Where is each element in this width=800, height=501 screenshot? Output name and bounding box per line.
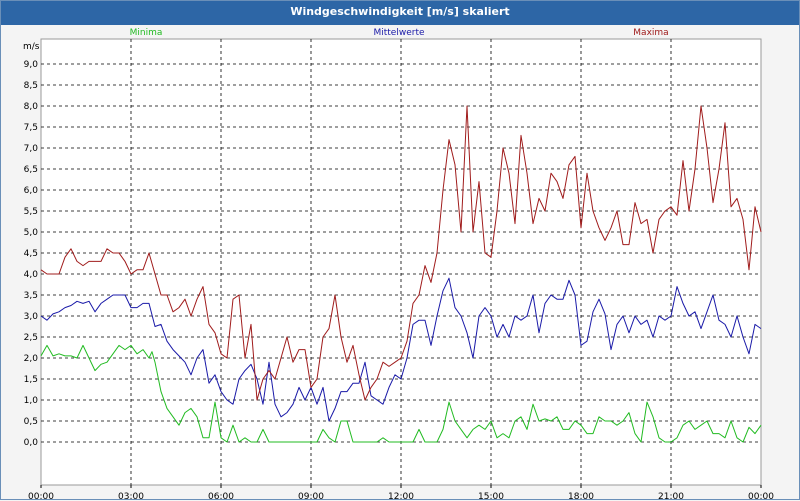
legend-entry-maxima: Maxima <box>633 28 668 38</box>
y-axis-ticks: 0,0 0,5 1,0 1,5 2,0 2,5 3,0 3,5 4,0 4,5 5,0 5,5 6,0 6… <box>24 60 39 448</box>
legend-entry-mittelwerte: Mittelwerte <box>373 28 424 38</box>
x-tick-time: 18:00 <box>568 492 594 501</box>
y-tick-label: 4,5 <box>24 249 38 259</box>
y-tick-label: 8,0 <box>24 102 39 112</box>
y-tick-label: 6,0 <box>24 186 39 196</box>
window-title: Windgeschwindigkeit [m/s] skaliert <box>1 1 799 25</box>
x-gridlines <box>40 39 762 488</box>
x-tick-time: 00:00 <box>748 492 774 501</box>
y-tick-label: 8,5 <box>24 81 38 91</box>
y-axis-label: m/s <box>23 42 40 52</box>
legend: Minima Mittelwerte Maxima <box>130 28 669 38</box>
series-line-mittelwerte <box>40 277 762 422</box>
x-tick-time: 15:00 <box>478 492 504 501</box>
x-tick-time: 06:00 <box>208 492 234 501</box>
series-line-maxima <box>40 105 762 401</box>
y-tick-label: 0,0 <box>24 438 39 448</box>
y-tick-label: 2,0 <box>24 354 39 364</box>
y-tick-label: 9,0 <box>24 60 39 70</box>
y-tick-label: 1,0 <box>24 396 39 406</box>
y-tick-label: 4,0 <box>24 270 39 280</box>
x-tick-time: 03:00 <box>118 492 144 501</box>
y-tick-label: 2,5 <box>24 333 38 343</box>
y-tick-label: 5,0 <box>24 228 39 238</box>
x-tick-time: 00:00 <box>28 492 54 501</box>
y-tick-label: 1,5 <box>24 375 38 385</box>
x-tick-time: 12:00 <box>388 492 414 501</box>
y-tick-label: 0,5 <box>24 417 38 427</box>
x-axis-ticks: 00:0021.04.1703:0021.04.1706:0021.04.170… <box>28 492 774 501</box>
series-layer <box>40 105 762 443</box>
x-tick-time: 09:00 <box>298 492 324 501</box>
y-tick-label: 3,0 <box>24 312 39 322</box>
y-tick-label: 5,5 <box>24 207 38 217</box>
x-tick-time: 21:00 <box>658 492 684 501</box>
legend-entry-minima: Minima <box>130 28 163 38</box>
y-tick-label: 3,5 <box>24 291 38 301</box>
y-tick-label: 7,5 <box>24 123 38 133</box>
series-line-minima <box>40 344 762 443</box>
y-tick-label: 6,5 <box>24 165 38 175</box>
y-tick-label: 7,0 <box>24 144 39 154</box>
line-chart: 0,0 0,5 1,0 1,5 2,0 2,5 3,0 3,5 4,0 4,5 5,0 5,5 6,0 6… <box>23 28 774 501</box>
